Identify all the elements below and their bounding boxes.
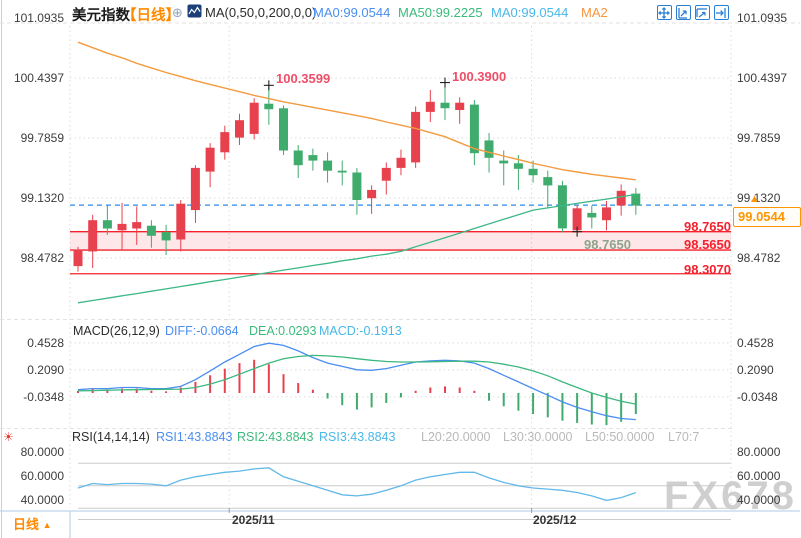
price-tick-left: 98.4782	[20, 251, 64, 265]
price-tick-right: 100.4397	[737, 71, 788, 85]
date-tick: 2025/12	[533, 513, 577, 527]
price-tick-right: 98.4782	[737, 251, 781, 265]
jump-to-latest-icon[interactable]	[714, 5, 729, 20]
ma-settings-label: MA(0,50,0,200,0,0)	[205, 5, 317, 20]
macd-tick-left: -0.0348	[23, 390, 64, 404]
rsi2-readout: RSI2:43.8843	[237, 430, 314, 444]
rsi-l50-readout: L50:50.0000	[585, 430, 655, 444]
x-axis-scale-icon[interactable]	[695, 5, 710, 20]
macd-tick-left: 0.4528	[27, 336, 64, 350]
rsi-tick-right: 80.0000	[737, 445, 781, 459]
rsi-tick-right: 60.0000	[737, 469, 781, 483]
watermark: FX678	[664, 474, 797, 518]
macd-tick-right: -0.0348	[737, 390, 778, 404]
rsi3-readout: RSI3:43.8843	[319, 430, 396, 444]
level-label-1: 98.7650	[684, 219, 731, 234]
swing-high-label-1: 100.3599	[276, 71, 331, 86]
macd-tick-left: 0.2090	[27, 363, 64, 377]
price-tick-right: 101.0935	[737, 11, 788, 25]
macd-dea-readout: DEA:0.0293	[249, 324, 317, 338]
macd-title: MACD(26,12,9)	[73, 324, 160, 338]
rsi-tick-left: 80.0000	[20, 445, 64, 459]
ma50-readout: MA50:99.2225	[398, 5, 483, 20]
price-tick-left: 100.4397	[13, 71, 64, 85]
macd-hist-readout: MACD:-0.1913	[319, 324, 402, 338]
symbol-title: 美元指数	[72, 8, 130, 24]
y-axis-scale-icon[interactable]	[676, 5, 691, 20]
rsi-l70-readout-truncated: L70:7	[668, 430, 700, 444]
price-tick-right: 99.7859	[737, 131, 781, 145]
move-tool-icon[interactable]	[657, 5, 672, 20]
rsi-l20-readout: L20:20.0000	[421, 430, 491, 444]
price-tag-arrow-icon: ▲	[749, 193, 760, 205]
macd-tick-right: 0.4528	[737, 336, 774, 350]
price-tick-left: 101.0935	[13, 11, 64, 25]
hot-indicator-icon[interactable]: ☀	[3, 430, 14, 444]
rsi-title: RSI(14,14,14)	[72, 430, 150, 444]
caret-up-icon: ▲	[42, 520, 52, 530]
add-indicator-icon[interactable]: ⊕	[172, 5, 183, 20]
timeframe-tag: 【日线】	[122, 8, 180, 24]
price-tick-left: 99.7859	[20, 131, 64, 145]
price-tick-left: 99.1320	[20, 191, 64, 205]
chart-type-icon[interactable]	[187, 4, 202, 23]
macd-diff-readout: DIFF:-0.0664	[165, 324, 239, 338]
swing-low-label: 98.7650	[584, 237, 631, 252]
ma0-readout-2: MA0:99.0544	[491, 5, 569, 20]
rsi1-readout: RSI1:43.8843	[156, 430, 233, 444]
ma200-readout-truncated: MA2	[581, 5, 608, 20]
rsi-tick-left: 40.0000	[20, 493, 64, 507]
rsi-l30-readout: L30:30.0000	[503, 430, 573, 444]
timeframe-button[interactable]: 日线 ▲	[13, 514, 52, 533]
level-label-3: 98.3070	[684, 262, 731, 277]
current-price-tag: 99.0544	[733, 207, 801, 227]
timeframe-button-label: 日线	[13, 517, 40, 532]
macd-tick-right: 0.2090	[737, 363, 774, 377]
level-label-2: 98.5650	[684, 237, 731, 252]
ma0-readout: MA0:99.0544	[313, 5, 391, 20]
date-tick: 2025/11	[232, 513, 275, 527]
rsi-tick-left: 60.0000	[20, 469, 64, 483]
swing-high-label-2: 100.3900	[452, 69, 507, 84]
price-tick-right: 99.1320	[737, 191, 781, 205]
rsi-tick-right: 40.0000	[737, 493, 781, 507]
